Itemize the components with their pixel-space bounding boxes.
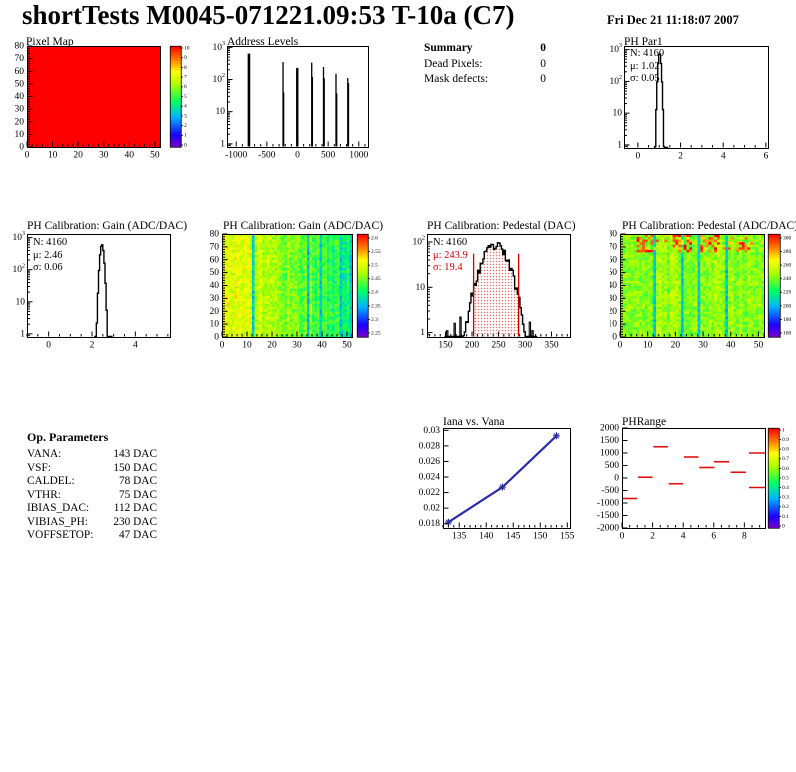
summary-label: Mask defects:	[424, 73, 489, 85]
op-param-value: 78 DAC	[119, 475, 157, 487]
summary-heading: Summary	[424, 42, 473, 54]
summary-heading-value: 0	[540, 42, 546, 54]
op-param-label: IBIAS_DAC:	[27, 502, 90, 514]
stat-mu: μ: 1.02	[630, 60, 660, 72]
stat-sigma: σ: 0.06	[33, 262, 63, 273]
op-param-row: VOFFSETOP: 47 DAC	[27, 529, 157, 543]
pixel-map-title: Pixel Map	[26, 36, 74, 48]
op-param-value: 75 DAC	[119, 488, 157, 501]
stat-sigma: σ: 0.05	[630, 73, 660, 84]
address-levels-canvas	[199, 36, 384, 166]
pedestal-map-title: PH Calibration: Pedestal (ADC/DAC)	[622, 220, 796, 232]
op-param-label: VIBIAS_PH:	[27, 515, 88, 528]
summary-block: Summary 0 Dead Pixels: 0 Mask defects: 0	[424, 41, 546, 88]
gain-hist-plot: PH Calibration: Gain (ADC/DAC) N: 4160 μ…	[0, 219, 199, 361]
address-levels-plot: Address Levels	[199, 36, 384, 166]
op-param-row: VTHR: 75 DAC	[27, 489, 157, 503]
pedestal-hist-stats: N: 4160 μ: 243.9 σ: 19.4	[433, 237, 468, 275]
stat-n: N: 4160	[630, 48, 665, 59]
ph-par1-stats: N: 4160 μ: 1.02 σ: 0.05	[630, 48, 664, 86]
pedestal-hist-plot: PH Calibration: Pedestal (DAC) N: 4160 μ…	[400, 219, 599, 361]
summary-value: 0	[540, 73, 546, 85]
page-title: shortTests M0045-071221.09:53 T-10a (C7)	[22, 0, 515, 30]
stat-mu: μ: 2.46	[33, 249, 63, 261]
summary-label: Dead Pixels:	[424, 57, 483, 70]
op-param-value: 47 DAC	[119, 529, 157, 541]
op-param-value: 230 DAC	[113, 515, 157, 528]
stat-mu: μ: 243.9	[433, 249, 468, 261]
ph-range-title: PHRange	[622, 416, 667, 428]
pedestal-hist-title: PH Calibration: Pedestal (DAC)	[427, 220, 576, 232]
pedestal-hist-canvas	[400, 219, 599, 361]
op-param-row: VANA: 143 DAC	[27, 448, 157, 462]
ph-range-plot: PHRange	[597, 410, 796, 550]
op-parameters-heading: Op. Parameters	[27, 430, 109, 444]
pixel-map-canvas	[0, 36, 199, 166]
pedestal-map-canvas	[610, 219, 796, 361]
pixel-map-plot: Pixel Map	[0, 36, 199, 166]
op-param-value: 150 DAC	[113, 461, 157, 474]
gain-hist-title: PH Calibration: Gain (ADC/DAC)	[27, 220, 188, 232]
address-levels-title: Address Levels	[227, 36, 299, 48]
gain-map-canvas	[199, 219, 398, 361]
stat-n: N: 4160	[33, 237, 68, 248]
ph-par1-canvas	[610, 36, 796, 166]
op-param-label: VTHR:	[27, 488, 61, 501]
iana-vana-title: Iana vs. Vana	[443, 416, 505, 428]
stat-sigma: σ: 19.4	[433, 262, 463, 273]
ph-range-canvas	[597, 410, 796, 550]
summary-value: 0	[540, 57, 546, 70]
ph-par1-title: PH Par1	[624, 36, 663, 48]
op-param-label: VSF:	[27, 461, 51, 474]
op-param-value: 143 DAC	[113, 448, 157, 460]
op-param-label: VANA:	[27, 448, 62, 460]
iana-vana-canvas	[400, 410, 599, 550]
gain-map-plot: PH Calibration: Gain (ADC/DAC)	[199, 219, 398, 361]
gain-hist-canvas	[0, 219, 199, 361]
op-parameters-block: Op. Parameters VANA: 143 DAC VSF: 150 DA…	[27, 430, 157, 543]
gain-hist-stats: N: 4160 μ: 2.46 σ: 0.06	[33, 237, 67, 275]
pedestal-map-plot: PH Calibration: Pedestal (ADC/DAC)	[610, 219, 796, 361]
gain-map-title: PH Calibration: Gain (ADC/DAC)	[223, 220, 384, 232]
op-param-label: CALDEL:	[27, 475, 75, 487]
op-param-label: VOFFSETOP:	[27, 529, 94, 541]
timestamp: Fri Dec 21 11:18:07 2007	[607, 13, 739, 27]
stat-n: N: 4160	[433, 237, 468, 248]
summary-row: Dead Pixels: 0	[424, 57, 546, 73]
op-param-row: IBIAS_DAC: 112 DAC	[27, 502, 157, 516]
op-param-row: VIBIAS_PH: 230 DAC	[27, 516, 157, 530]
ph-par1-plot: PH Par1 N: 4160 μ: 1.02 σ: 0.05	[610, 36, 796, 166]
summary-row: Mask defects: 0	[424, 72, 546, 88]
op-param-row: CALDEL: 78 DAC	[27, 475, 157, 489]
op-param-row: VSF: 150 DAC	[27, 462, 157, 476]
iana-vana-plot: Iana vs. Vana	[400, 410, 599, 550]
op-param-value: 112 DAC	[113, 502, 157, 514]
